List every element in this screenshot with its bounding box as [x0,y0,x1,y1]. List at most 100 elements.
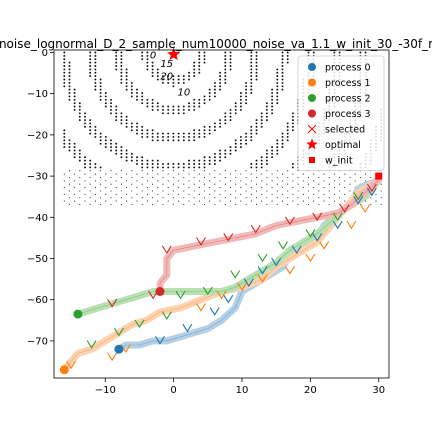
contour-dot [68,65,71,67]
contour-dot [250,139,253,142]
contour-dot [172,108,175,111]
contour-dot [245,135,248,138]
contour-dot [89,190,91,192]
selected-marker [223,294,234,304]
contour-dot [338,51,341,54]
contour-dot [286,61,289,64]
contour-dot [219,78,222,81]
selected-marker [202,286,213,296]
contour-dot [68,183,71,185]
contour-dot [380,197,382,199]
contour-dot [260,166,263,169]
contour-dot [213,156,216,159]
contour-dot [245,102,248,105]
selected-marker [86,340,97,349]
contour-dot [100,170,102,172]
contour-dot [250,135,253,138]
contour-dot [141,163,144,165]
contour-dot [245,139,248,142]
contour-dot [213,88,216,91]
contour-dot [240,200,242,202]
contour-dot [318,203,320,206]
contour-dot [172,183,174,185]
contour-dot [89,65,92,67]
contour-dot [260,119,263,122]
contour-dot [318,183,320,185]
contour-dot [120,115,123,118]
contour-dot [125,71,128,74]
contour-dot [120,112,123,115]
contour-dot [100,203,102,206]
contour-dot [136,187,138,189]
contour-dot [68,203,71,206]
contour-dot [375,193,377,195]
contour-dot [276,146,279,149]
contour-dot [100,197,102,199]
contour-dot [276,71,279,74]
contour-dot [239,105,242,108]
contour-dot [224,149,227,152]
contour-dot [255,190,258,192]
contour-dot [157,193,159,195]
contour-dot [198,68,201,71]
contour-dot [219,159,222,162]
contour-dot [146,102,149,105]
x-tick-label: 0 [170,385,176,396]
contour-dot [359,176,361,179]
contour-dot [162,176,164,179]
contour-dot [105,193,107,195]
contour-dot [136,129,138,132]
contour-dot [224,75,227,78]
contour-dot [94,81,97,84]
contour-dot [120,119,123,122]
contour-dot [141,95,144,98]
contour-dot [151,139,154,142]
contour-dot [162,203,164,206]
contour-dot [255,183,258,185]
contour-dot [198,193,200,195]
contour-dot [193,139,196,142]
selected-marker [182,323,193,333]
contour-dot [131,197,133,199]
contour-dot [84,156,86,159]
contour-dot [339,176,341,179]
contour-dot [214,176,216,179]
contour-dot [178,200,180,202]
contour-dot [126,180,128,182]
contour-dot [198,65,201,67]
contour-dot [213,129,216,132]
contour-dot [188,102,190,105]
contour-dot [229,200,232,202]
contour-dot [250,65,253,67]
plot-frame [53,49,390,379]
contour-dot [255,68,258,71]
contour-dot [271,193,273,195]
contour-dot [276,88,279,91]
contour-dot [260,163,263,165]
contour-dot [167,108,170,111]
contour-dot [126,187,128,189]
selected-markers [66,183,377,370]
contour-dot [172,78,175,81]
contour-dot [250,51,253,54]
contour-dot [182,112,185,115]
selected-marker [360,204,371,213]
contour-dot [125,68,128,71]
contour-dot [99,88,102,91]
contour-dot [245,203,247,206]
contour-dot [281,61,284,64]
selected-marker [257,253,268,263]
contour-dot [250,81,253,84]
contour-dot [152,176,154,179]
contour-dot [63,146,66,149]
contour-dot [250,85,253,88]
contour-dot [63,65,66,67]
contour-dot [141,170,143,172]
contour-dot [156,105,159,108]
contour-dot [276,78,279,81]
contour-dot [157,173,159,175]
contour-dot [198,166,201,169]
contour-dot [110,98,112,101]
contour-dot [89,119,92,122]
contour-dot [281,146,284,149]
